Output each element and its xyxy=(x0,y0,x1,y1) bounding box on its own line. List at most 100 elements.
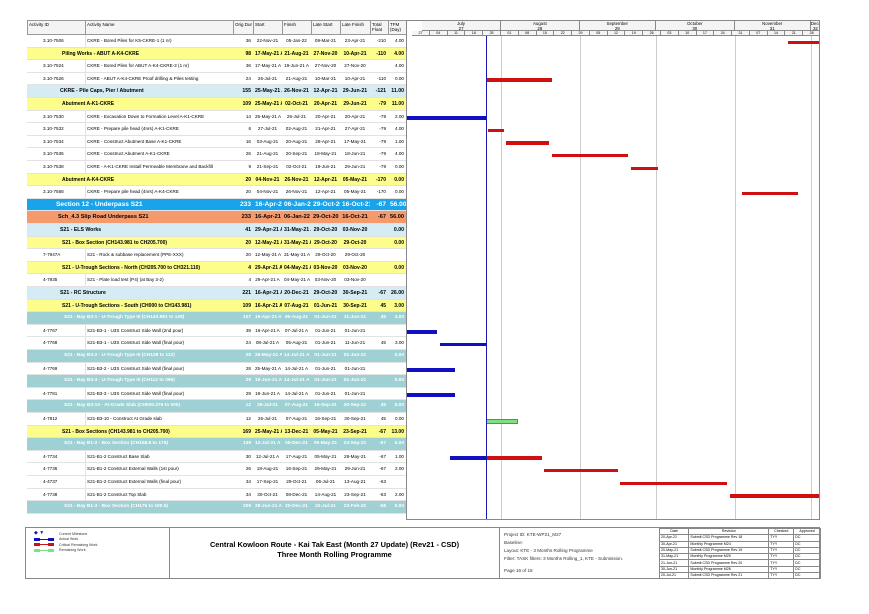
cell-dur: 29 xyxy=(245,390,251,396)
cell-tf: -67 xyxy=(379,453,386,459)
critical-work-bar[interactable] xyxy=(544,468,618,473)
cell-tfm: 5.00 xyxy=(394,504,404,510)
wbs-row[interactable]: S21 - ELS Works 41 29-Apr-21 A31-May-21 A2… xyxy=(27,224,406,237)
activity-row[interactable]: 4-7781 S21-B3-3 - U3S Construct Side Wall… xyxy=(27,387,406,401)
actual-work-bar[interactable] xyxy=(407,116,486,120)
wbs-row[interactable]: Sch_4.3 Slip Road Underpass S21 233 16-Apr… xyxy=(27,211,406,224)
wbs-row[interactable]: S21 - Box Section (CH143.981 to CH205.70… xyxy=(27,236,406,250)
cell-start: 21-Sep-21 xyxy=(256,164,279,169)
critical-work-bar[interactable] xyxy=(620,481,728,485)
column-header-finish[interactable]: Finish xyxy=(282,20,311,35)
column-header-ls[interactable]: Late Start xyxy=(311,20,340,35)
critical-work-bar[interactable] xyxy=(630,166,659,170)
cell-finish: 07-Aug-21 xyxy=(284,302,309,309)
wbs-row[interactable]: S21 - Bay B1-2 - Box Section (CH158.8 to… xyxy=(27,438,406,451)
wbs-row[interactable]: S21 - Bay B3-2 - U-Trough Type III (CH12… xyxy=(27,350,406,363)
cell-dur: 24 xyxy=(245,340,251,346)
remaining-work-bar[interactable] xyxy=(485,418,519,424)
cell-tf xyxy=(370,350,388,362)
month-header: July 27 xyxy=(422,21,501,31)
wbs-row[interactable]: S21 - RC Structure 221 16-Apr-21 A 20-Dec-2… xyxy=(27,287,406,300)
cell-ls: 27-Nov-20 xyxy=(314,63,337,69)
critical-work-bar[interactable] xyxy=(729,494,819,498)
activity-row[interactable]: 3.10-7526 CKRE - ABUT A-K4-CKRE Proof dri… xyxy=(27,72,406,86)
wbs-row[interactable]: S21 - U-Trough Sections - South (CH000 t… xyxy=(27,299,406,313)
cell-tf: -79 xyxy=(379,113,386,119)
column-header-tfm[interactable]: TFM (Day) xyxy=(388,20,406,35)
week-header: 17 xyxy=(696,31,715,36)
cell-dur: 155 xyxy=(242,88,251,95)
wbs-row[interactable]: Abutment A-K4-CKRE 20 04-Nov-21 26-Nov-21 12… xyxy=(27,173,406,187)
cell-dur: 107 xyxy=(242,315,251,321)
critical-work-bar[interactable] xyxy=(485,78,552,82)
wbs-row[interactable]: S21 - Bay B3-10 - At-Grade Slab (CH000.3… xyxy=(27,400,406,413)
cell-lf: 29-Jun-21 xyxy=(344,164,366,169)
critical-work-bar[interactable] xyxy=(488,128,504,133)
activity-row[interactable]: 4-7935 S21 - Plate load test (P4) (at Bay… xyxy=(27,274,406,287)
footer: ◆ ▼ Current Milestone Actual Work Critical … xyxy=(25,527,821,580)
activity-row[interactable]: 3.10-7524 CKRE - Bored Piles for ABUT A-K… xyxy=(27,60,406,73)
column-header-name[interactable]: Activity Name xyxy=(85,20,233,35)
activity-row[interactable]: 3.10-7530 CKRE - Excavation Down to Forma… xyxy=(27,110,406,124)
wbs-row[interactable]: Piling Works - ABUT A-K4-CKRE 98 17-May-21… xyxy=(27,47,406,61)
cell-ls: 29-May-21 xyxy=(314,466,337,472)
cell-ls: 21-Apr-21 xyxy=(315,126,336,132)
activity-row[interactable]: 4-7768 S21-B3-1 - U3S Construct Side Wall… xyxy=(27,337,406,350)
activity-row[interactable]: 4-7769 S21-B3-2 - U3S Construct Side Wall… xyxy=(27,362,406,376)
column-header-lf[interactable]: Late Finish xyxy=(340,20,370,35)
column-header-id[interactable]: Activity ID xyxy=(27,20,85,35)
cell-id: 3.10-7536 xyxy=(43,151,64,157)
activity-row[interactable]: 4-7736 S21-B1-2 Construct External Walls … xyxy=(27,463,406,476)
cell-tf: -79 xyxy=(379,151,386,157)
activity-row[interactable]: 4-7812 S21-B3-10 - Construct At Grade sla… xyxy=(27,413,406,426)
actual-work-bar[interactable] xyxy=(440,342,486,347)
cell-start: 27-Jul-21 xyxy=(257,126,278,132)
wbs-row[interactable]: S21 - Bay B3-1 - U-Trough Type III (CH14… xyxy=(27,312,406,325)
cell-lf: 23-Sep-21 xyxy=(343,441,367,447)
critical-work-bar[interactable] xyxy=(551,153,628,158)
remaining-bar-icon xyxy=(34,548,54,552)
month-gridline xyxy=(579,36,581,519)
layout: Layout: KTE - 3 Months Rolling Programme xyxy=(504,548,593,553)
actual-work-bar[interactable] xyxy=(407,393,456,397)
activity-row[interactable]: 4-4737 S21-B1-2 Construct External Walls … xyxy=(27,476,406,489)
activity-row[interactable]: 7-7947A S21 - Rock & subbase replacement … xyxy=(27,249,406,262)
critical-work-bar[interactable] xyxy=(787,40,819,44)
activity-row[interactable]: 4-7767 S21-B3-1 - U3S Construct Side Wall… xyxy=(27,324,406,338)
activity-row[interactable]: 3.10-7534 CKRE - Construct Abutment Base … xyxy=(27,135,406,149)
cell-tfm: 0.00 xyxy=(394,176,404,183)
activity-row[interactable]: 3.10-7532 CKRE - Prepare pile head (4nrs)… xyxy=(27,123,406,136)
cell-lf: 23-Sep-21 xyxy=(343,428,367,435)
critical-work-bar[interactable] xyxy=(742,191,799,196)
cell-finish: 02-Oct-21 xyxy=(285,101,308,107)
cell-name: S21-B1-2 Construct External Walls (1st p… xyxy=(87,466,179,472)
column-header-dur[interactable]: Orig Dur xyxy=(233,20,253,35)
activity-row[interactable]: 4-7738 S21-B1-2 Construct Top Slab 34 30-Oc… xyxy=(27,488,406,502)
cell-ls: 20-Apr-21 xyxy=(315,113,336,119)
actual-work-bar[interactable] xyxy=(407,368,456,372)
column-header-start[interactable]: Start xyxy=(253,20,282,35)
wbs-row[interactable]: CKRE - Pile Caps, Pier / Abutment 155 25-M… xyxy=(27,85,406,98)
wbs-row[interactable]: S21 - Bay B3-3 - U-Trough Type III (CH11… xyxy=(27,375,406,388)
activity-row[interactable]: 4-7734 S21-B1-2 Construct Base Slab 30 12-J… xyxy=(27,450,406,464)
wbs-row[interactable]: S21 - U-Trough Sections - North (CH205.7… xyxy=(27,261,406,275)
cell-finish: 19-Jun-21 A xyxy=(284,63,309,69)
activity-row[interactable]: 3.10-7538 CKRE - A-K1-CKRE Install Permea… xyxy=(27,161,406,174)
activity-row[interactable]: 3.10-7568 CKRE - Prepare pile head (4nrs)… xyxy=(27,186,406,199)
critical-work-bar[interactable] xyxy=(485,456,542,460)
activity-row[interactable]: 3.10-7506 CKRE - Bored Piles for K5-CKRE-… xyxy=(27,35,406,48)
cell-tf: -79 xyxy=(379,126,386,132)
wbs-row[interactable]: S21 - Box Sections (CH143.981 to CH205.7… xyxy=(27,425,406,439)
actual-work-bar[interactable] xyxy=(450,456,486,460)
column-header-tf[interactable]: Total Float xyxy=(370,20,388,35)
cell-finish: 31-May-21 A xyxy=(284,227,311,233)
activity-row[interactable]: 3.10-7536 CKRE - Construct Abutment A-K1-… xyxy=(27,148,406,161)
wbs-row[interactable]: S21 - Bay B1-3 - Box Section (CH175 to 1… xyxy=(27,501,406,514)
cell-tf: -170 xyxy=(375,176,386,183)
critical-work-bar[interactable] xyxy=(506,141,550,145)
wbs-row[interactable]: Abutment A-K1-CKRE 109 25-May-21 A 02-Oct-2… xyxy=(27,98,406,111)
cell-finish: 16-Sep-21 xyxy=(285,466,308,472)
actual-work-bar[interactable] xyxy=(407,330,438,334)
wbs-row[interactable]: Section 12 - Underpass S21 233 16-Apr-21 A… xyxy=(27,198,406,212)
cell-start: 08-Jul-21 A xyxy=(255,340,280,346)
